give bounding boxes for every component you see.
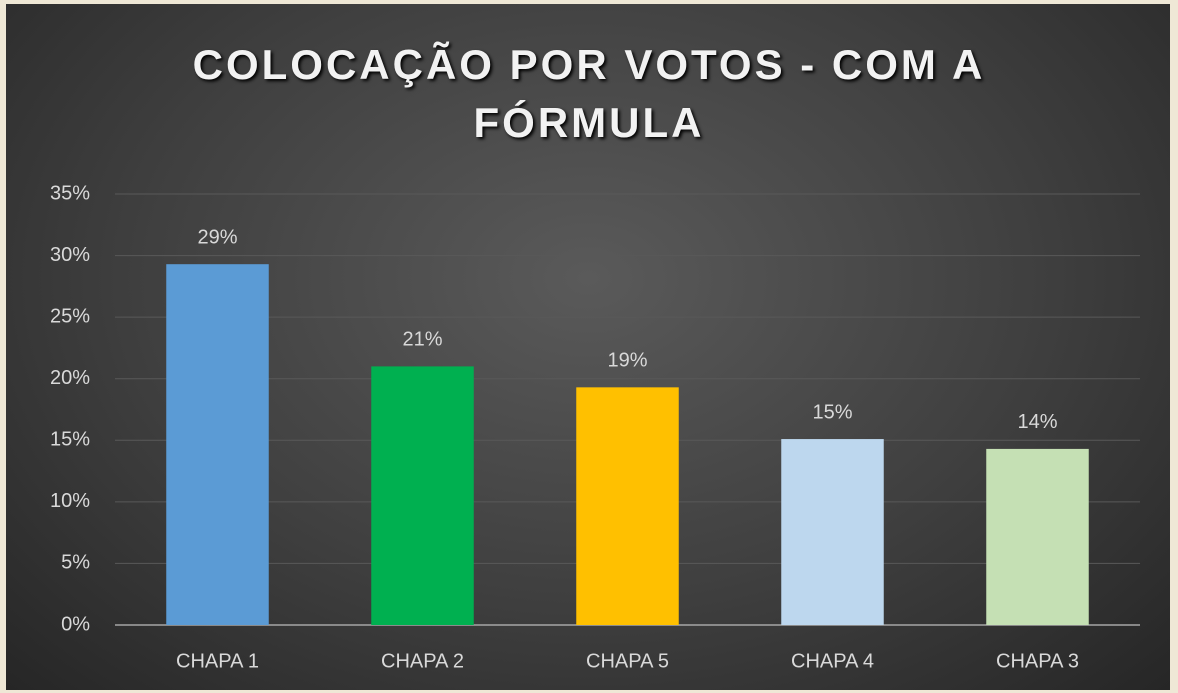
x-tick-label: CHAPA 5 [586,650,669,672]
y-tick-label: 5% [61,552,90,574]
data-label: 21% [402,329,442,351]
y-tick-label: 30% [50,244,90,266]
y-tick-label: 25% [50,305,90,327]
x-tick-label: CHAPA 2 [381,650,464,672]
chart-title: COLOCAÇÃO POR VOTOS - COM A FÓRMULA [192,41,986,146]
y-tick-label: 10% [50,490,90,512]
x-tick-label: CHAPA 3 [996,650,1079,672]
y-tick-label: 20% [50,367,90,389]
x-tick-label: CHAPA 1 [176,650,259,672]
bar [986,448,1089,625]
bar [576,387,679,625]
y-tick-label: 35% [50,182,90,204]
data-label: 29% [197,226,237,248]
y-tick-label: 0% [61,613,90,635]
data-label: 14% [1017,411,1057,433]
y-tick-label: 15% [50,429,90,451]
bar [781,439,884,625]
bar [166,264,269,625]
x-tick-label: CHAPA 4 [791,650,874,672]
data-label: 19% [607,350,647,372]
bar [371,366,474,625]
data-label: 15% [812,401,852,423]
